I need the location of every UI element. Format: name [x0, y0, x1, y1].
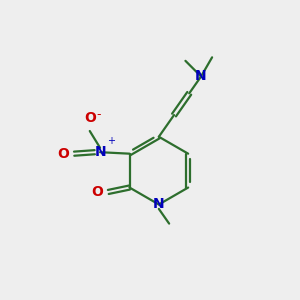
Text: N: N [153, 197, 165, 212]
Text: +: + [107, 136, 116, 146]
Text: O: O [84, 110, 96, 124]
Text: N: N [195, 70, 207, 83]
Text: N: N [94, 145, 106, 159]
Text: O: O [57, 147, 69, 161]
Text: O: O [91, 185, 103, 199]
Text: -: - [96, 108, 101, 121]
